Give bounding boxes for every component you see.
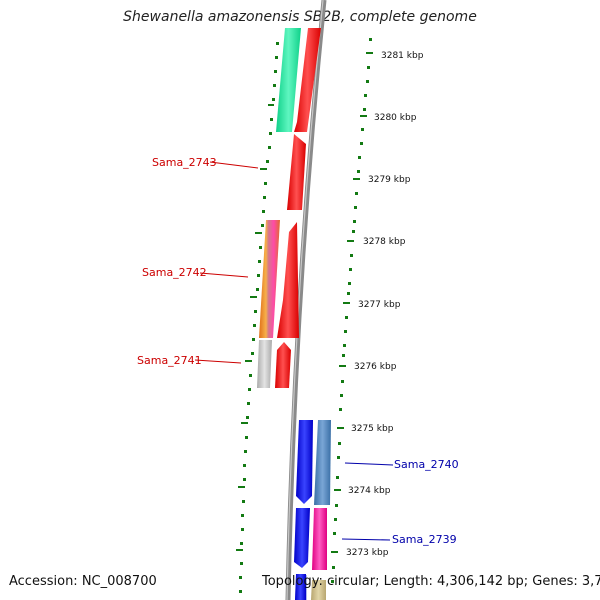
- cog-orange-block: [259, 220, 280, 338]
- cds-arrow: [287, 134, 306, 210]
- leader-line: [194, 359, 242, 364]
- cog-tan-block: [311, 580, 326, 600]
- gene-label-sama-2739: Sama_2739: [392, 533, 457, 546]
- gene-label-sama-2742: Sama_2742: [142, 266, 207, 279]
- cds-arrow: [275, 342, 291, 388]
- leader-line: [344, 462, 394, 466]
- cds-arrow: [277, 222, 299, 338]
- tick-label: 3276 kbp: [354, 362, 397, 372]
- cds-arrow: [294, 28, 321, 132]
- topology-text: Topology: circular; Length: 4,306,142 bp…: [262, 574, 600, 589]
- cds-arrow: [295, 574, 306, 600]
- cog-steel-block: [314, 420, 331, 505]
- tick-label: 3275 kbp: [351, 424, 394, 434]
- cog-grey-block: [257, 340, 272, 388]
- gene-label-sama-2740: Sama_2740: [394, 458, 459, 471]
- left-dotted-track: [236, 42, 279, 593]
- cog-pink-block: [312, 508, 327, 570]
- gene-label-sama-2743: Sama_2743: [152, 156, 217, 169]
- leader-line: [199, 272, 249, 278]
- cds-arrow: [296, 420, 313, 504]
- tick-label: 3280 kbp: [374, 113, 417, 123]
- gene-label-leaders: [194, 161, 394, 541]
- scale-tick-labels: 3281 kbp 3280 kbp 3279 kbp 3278 kbp 3277…: [346, 51, 424, 558]
- accession-text: Accession: NC_008700: [9, 574, 157, 589]
- cog-green-block: [276, 28, 301, 132]
- cds-reverse-track: [311, 420, 331, 600]
- cds-forward-track: [275, 28, 321, 600]
- tick-label: 3273 kbp: [346, 548, 389, 558]
- leader-line: [209, 161, 259, 169]
- gene-label-sama-2741: Sama_2741: [137, 354, 202, 367]
- tick-label: 3279 kbp: [368, 175, 411, 185]
- gene-labels: Sama_2743 Sama_2742 Sama_2741 Sama_2740 …: [137, 156, 459, 546]
- genome-backbone: [285, 0, 327, 600]
- tick-label: 3281 kbp: [381, 51, 424, 61]
- leader-line: [341, 538, 391, 541]
- cds-arrow: [294, 508, 310, 568]
- tick-label: 3277 kbp: [358, 300, 401, 310]
- tick-label: 3278 kbp: [363, 237, 406, 247]
- map-title: Shewanella amazonensis SB2B, complete ge…: [123, 9, 477, 25]
- right-dotted-track: [331, 38, 373, 583]
- tick-label: 3274 kbp: [348, 486, 391, 496]
- backbone-highlight: [286, 0, 324, 600]
